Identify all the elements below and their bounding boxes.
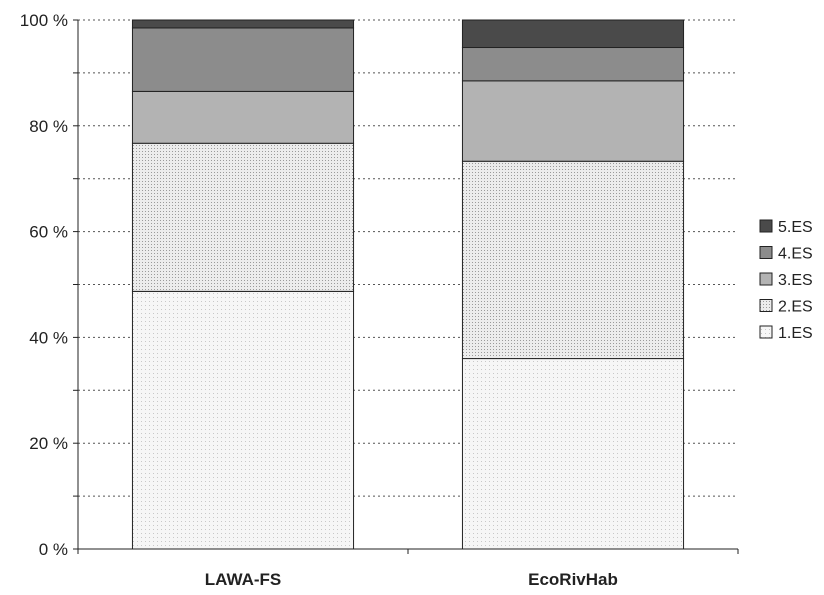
legend-swatch-3-es <box>759 272 773 286</box>
axes: LAWA-FS EcoRivHab 0 % 20 % 40 % 60 % 80 % 100 % <box>20 11 739 589</box>
y-tick-label: 40 % <box>29 328 68 347</box>
bars <box>131 19 685 550</box>
legend-label: 3.ES <box>778 272 813 289</box>
y-tick-label: 0 % <box>39 540 68 559</box>
legend-label: 5.ES <box>778 219 813 236</box>
legend-label: 1.ES <box>778 325 813 342</box>
legend-label: 2.ES <box>778 299 813 316</box>
bar-segment-4-es-lawa-fs <box>131 27 355 92</box>
bar-segment-3-es-lawa-fs <box>131 90 355 144</box>
bar-segment-2-es-lawa-fs <box>131 142 355 292</box>
legend-swatch-2-es <box>759 299 773 312</box>
y-tick-label: 80 % <box>29 117 68 136</box>
bar-segment-2-es-ecorivhab <box>461 160 685 360</box>
bar-segment-5-es-lawa-fs <box>131 19 355 29</box>
bar-segment-1-es-ecorivhab <box>461 358 685 550</box>
y-tick-label: 20 % <box>29 434 68 453</box>
legend-swatch-5-es <box>759 219 773 233</box>
x-category-label: EcoRivHab <box>528 570 618 589</box>
y-tick-label: 60 % <box>29 223 68 242</box>
legend-label: 4.ES <box>778 246 813 263</box>
bar-segment-4-es-ecorivhab <box>461 47 685 82</box>
legend-swatch-4-es <box>759 246 773 259</box>
bar-segment-3-es-ecorivhab <box>461 80 685 162</box>
legend-swatch-1-es <box>759 325 773 339</box>
bar-segment-1-es-lawa-fs <box>131 290 355 550</box>
y-tick-label: 100 % <box>20 11 68 30</box>
bar-segment-5-es-ecorivhab <box>461 19 685 49</box>
x-category-label: LAWA-FS <box>205 570 282 589</box>
legend: 5.ES 4.ES 3.ES 2.ES 1.ES <box>759 219 813 342</box>
